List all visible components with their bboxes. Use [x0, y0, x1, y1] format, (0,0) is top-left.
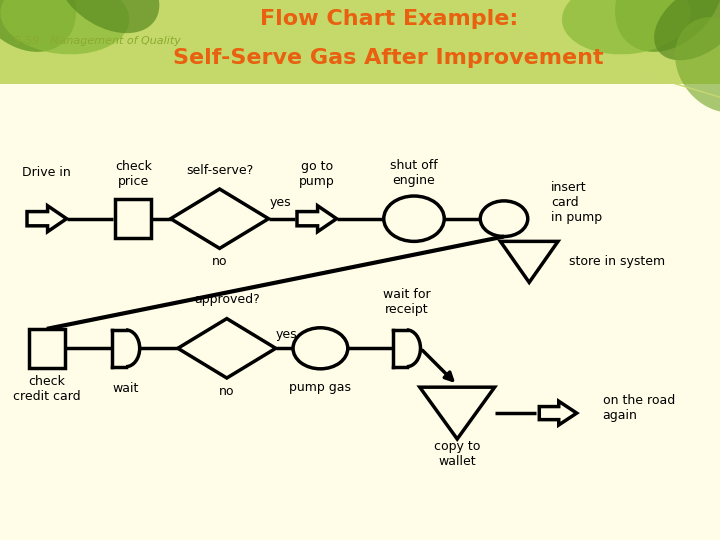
Text: store in system: store in system — [569, 255, 665, 268]
Text: no: no — [219, 385, 235, 398]
Bar — [0, 0, 720, 84]
Text: no: no — [212, 255, 228, 268]
Text: yes: yes — [270, 196, 292, 209]
Ellipse shape — [615, 0, 720, 52]
Text: wait for
receipt: wait for receipt — [383, 288, 431, 316]
Text: pump gas: pump gas — [289, 381, 351, 394]
Text: insert
card
in pump: insert card in pump — [551, 181, 602, 224]
Text: check
credit card: check credit card — [13, 375, 81, 403]
Text: go to
pump: go to pump — [299, 160, 335, 188]
Text: copy to
wallet: copy to wallet — [434, 440, 480, 468]
Ellipse shape — [675, 17, 720, 112]
Ellipse shape — [1, 0, 129, 55]
Text: yes: yes — [276, 328, 297, 341]
Text: Self-Serve Gas After Improvement: Self-Serve Gas After Improvement — [174, 48, 604, 68]
Bar — [115, 199, 151, 238]
Text: self-serve?: self-serve? — [186, 164, 253, 177]
Text: Flow Chart Example:: Flow Chart Example: — [260, 9, 518, 29]
Text: approved?: approved? — [194, 293, 260, 306]
Ellipse shape — [654, 0, 720, 60]
Ellipse shape — [57, 0, 159, 33]
Text: wait: wait — [113, 382, 139, 395]
Ellipse shape — [562, 0, 690, 55]
Bar — [29, 329, 65, 368]
Text: on the road
again: on the road again — [603, 394, 675, 422]
Text: check
price: check price — [114, 160, 152, 188]
Text: shut off
engine: shut off engine — [390, 159, 438, 187]
Ellipse shape — [0, 0, 76, 52]
Text: 9-59   Management of Quality: 9-59 Management of Quality — [14, 36, 181, 45]
Text: Drive in: Drive in — [22, 166, 71, 179]
